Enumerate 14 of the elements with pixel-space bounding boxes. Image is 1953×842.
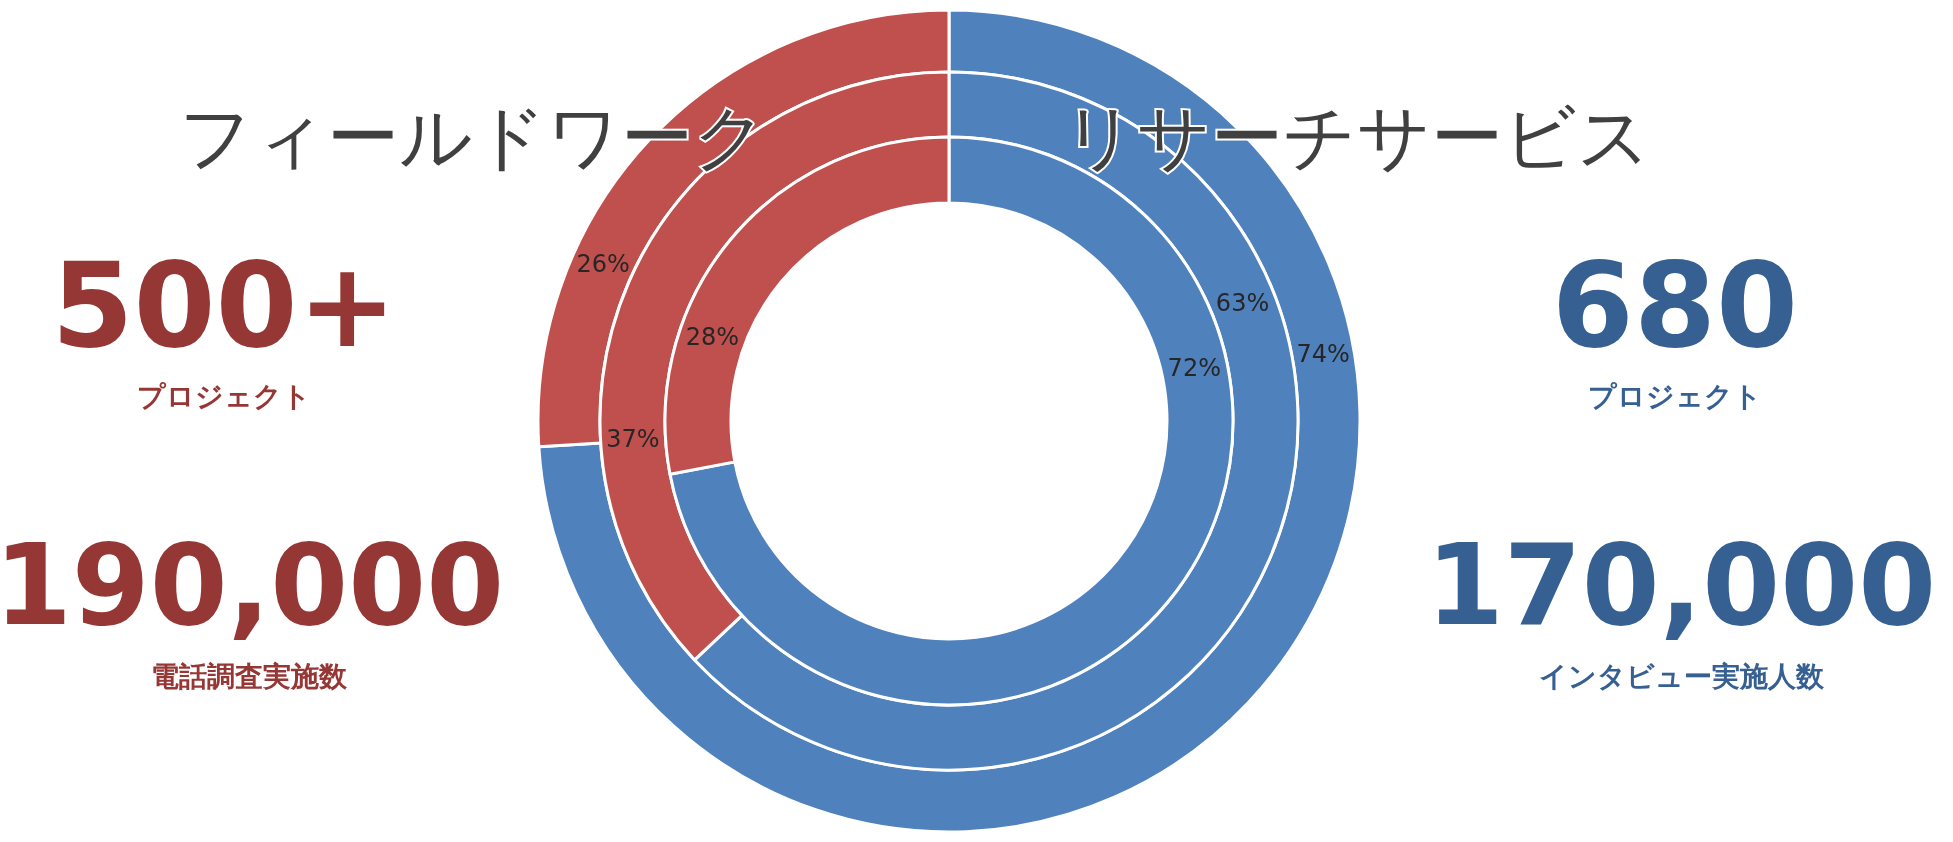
text: 170,000 xyxy=(1425,520,1937,650)
data-label: 72% xyxy=(1167,353,1221,382)
data-label: 63% xyxy=(1215,288,1270,317)
text: インタビュー実施人数 xyxy=(1538,659,1825,693)
text: 190,000 xyxy=(0,520,505,650)
text: プロジェクト xyxy=(137,379,311,413)
data-label: 37% xyxy=(606,424,660,453)
text: 680 xyxy=(1551,236,1799,374)
data-label: 74% xyxy=(1296,340,1350,369)
data-label: 26% xyxy=(576,249,630,278)
text: 電話調査実施数 xyxy=(151,659,348,693)
text: 500+ xyxy=(51,236,397,374)
data-label: 28% xyxy=(685,323,739,352)
text: プロジェクト xyxy=(1588,379,1762,413)
